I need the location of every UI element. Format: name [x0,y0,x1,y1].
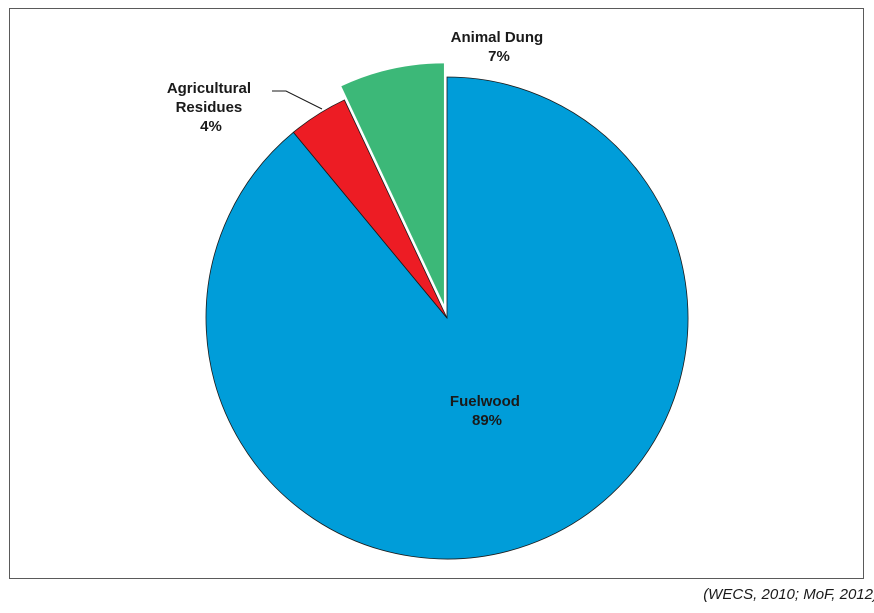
agricultural-residues-leader-line [272,90,323,110]
label-agricultural-residues: Agricultural Residues 4% [167,80,255,135]
slice-animal-dung [341,63,444,305]
label-agricultural-residues-line1: Agricultural [167,80,251,97]
label-fuelwood-name: Fuelwood [450,393,520,410]
label-animal-dung-value: 7% [488,48,510,65]
label-fuelwood-value: 89% [472,412,502,429]
source-note: (WECS, 2010; MoF, 2012) [703,586,874,603]
slice-agricultural-residues [292,99,448,319]
label-animal-dung-name: Animal Dung [451,29,544,46]
label-agricultural-residues-value: 4% [200,118,222,135]
label-fuelwood: Fuelwood 89% [450,393,524,429]
label-animal-dung: Animal Dung 7% [451,29,548,65]
pie-chart: Fuelwood 89% Agricultural Residues 4% An… [167,29,689,560]
label-agricultural-residues-line2: Residues [176,99,243,116]
